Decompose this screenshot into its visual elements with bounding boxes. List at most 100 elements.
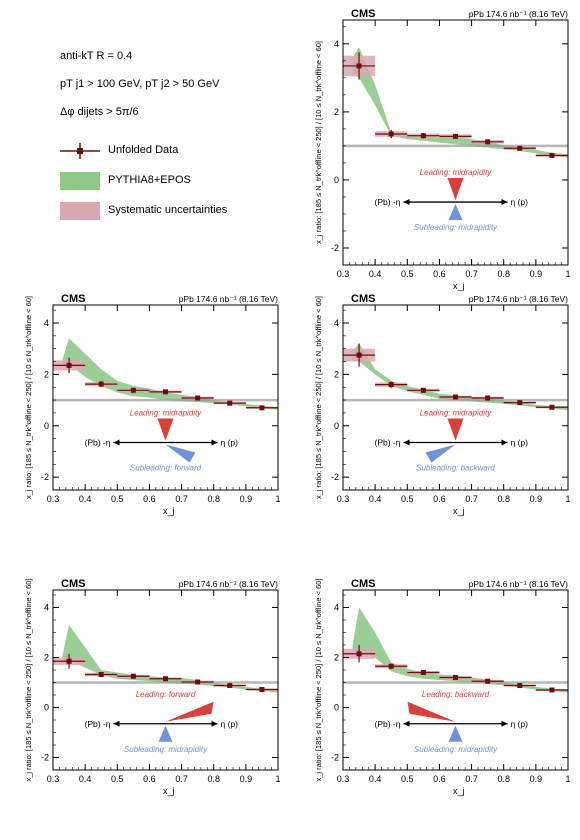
leading-jet-marker — [157, 418, 174, 441]
plot-frame — [342, 19, 569, 266]
data-point — [517, 400, 523, 406]
leading-label: Leading: midrapidity — [420, 408, 493, 417]
legend-pt-cuts: pT j1 > 100 GeV, pT j2 > 50 GeV — [60, 78, 220, 90]
x-axis-label: x_j — [453, 786, 465, 796]
data-point — [388, 663, 394, 669]
data-point — [259, 687, 265, 692]
y-tick-label: 2 — [334, 107, 339, 117]
data-point — [517, 145, 523, 151]
subleading-label: Subleading: midrapidity — [124, 745, 208, 754]
x-tick-label: 0.7 — [175, 494, 188, 504]
energy-label: pPb 174.6 nb⁻¹ (8.16 TeV) — [469, 9, 568, 19]
x-tick-label: 0.5 — [401, 269, 414, 279]
data-point — [549, 404, 555, 410]
panel-5: (Pb) -η η (p) Leading: backward Subleading:… — [314, 578, 571, 796]
experiment-label: CMS — [61, 578, 85, 590]
y-axis-label: x_j ratio: [185 ≤ N_trk^offline < 250] /… — [314, 296, 323, 499]
subleading-label: Subleading: midrapidity — [414, 745, 498, 754]
x-tick-label: 0.3 — [47, 494, 60, 504]
eta-left-label: (Pb) -η — [85, 437, 111, 447]
y-tick-label: 0 — [44, 421, 49, 431]
data-point — [420, 133, 426, 139]
x-tick-label: 0.3 — [337, 494, 350, 504]
eta-left-label: (Pb) -η — [375, 197, 401, 207]
arrow-left-head — [113, 439, 120, 446]
data-point — [66, 658, 72, 664]
leading-label: Leading: midrapidity — [130, 408, 203, 417]
x-tick-label: 0.4 — [79, 494, 92, 504]
eta-left-label: (Pb) -η — [85, 719, 111, 729]
x-tick-label: 0.3 — [47, 774, 60, 784]
data-point — [163, 676, 168, 682]
arrow-right-head — [501, 720, 508, 727]
y-tick-label: 4 — [334, 39, 339, 49]
y-tick-label: -2 — [331, 753, 339, 763]
plot-area — [53, 625, 278, 693]
x-tick-label: 0.9 — [530, 774, 543, 784]
x-axis-label: x_j — [163, 786, 175, 796]
x-tick-label: 0.6 — [433, 774, 446, 784]
x-tick-label: 0.4 — [369, 494, 382, 504]
data-point — [98, 672, 104, 677]
y-tick-label: 0 — [334, 175, 339, 185]
syst-box-icon — [60, 202, 100, 220]
legend-label-syst: Systematic uncertainties — [108, 204, 228, 216]
data-point — [130, 673, 136, 679]
data-point — [485, 139, 491, 145]
x-tick-label: 0.7 — [465, 494, 478, 504]
x-tick-label: 1 — [275, 774, 280, 784]
x-tick-label: 0.5 — [401, 494, 414, 504]
x-tick-label: 1 — [565, 269, 570, 279]
y-tick-label: 4 — [334, 603, 339, 613]
data-point — [227, 683, 233, 688]
data-marker-icon — [60, 143, 100, 159]
x-axis-label: x_j — [163, 506, 175, 516]
data-point — [356, 352, 362, 358]
y-axis-label: x_j ratio: [185 ≤ N_trk^offline < 250] /… — [314, 41, 323, 244]
y-tick-label: -2 — [331, 243, 339, 253]
model-band-icon — [60, 172, 100, 190]
x-tick-label: 0.4 — [369, 269, 382, 279]
data-point — [195, 679, 201, 685]
leading-jet-marker — [407, 701, 456, 722]
legend-entry-data: Unfolded Data — [60, 140, 300, 162]
subleading-label: Subleading: backward — [416, 463, 495, 472]
x-tick-label: 0.6 — [433, 269, 446, 279]
experiment-label: CMS — [351, 293, 375, 305]
arrow-left-head — [113, 720, 120, 727]
eta-left-label: (Pb) -η — [375, 719, 401, 729]
x-tick-label: 1 — [565, 494, 570, 504]
subleading-jet-marker — [448, 725, 463, 742]
y-tick-label: -2 — [41, 753, 49, 763]
y-axis-label: x_j ratio: [185 ≤ N_trk^offline < 250] /… — [314, 578, 323, 781]
x-axis-label: x_j — [453, 281, 465, 291]
experiment-label: CMS — [61, 293, 85, 305]
data-point — [388, 131, 394, 137]
panel-3: (Pb) -η η (p) Leading: midrapidity Subleadi… — [314, 293, 571, 516]
x-tick-label: 0.4 — [369, 774, 382, 784]
arrow-right-head — [211, 720, 218, 727]
x-tick-label: 0.9 — [530, 494, 543, 504]
panel-4: (Pb) -η η (p) Leading: forward Subleading: … — [24, 578, 281, 796]
y-tick-label: 4 — [334, 318, 339, 328]
energy-label: pPb 174.6 nb⁻¹ (8.16 TeV) — [179, 294, 278, 304]
data-point — [98, 381, 104, 387]
plot-area — [343, 607, 568, 693]
subleading-jet-marker — [158, 725, 173, 742]
arrow-right-head — [501, 439, 508, 446]
y-axis-label: x_j ratio: [185 ≤ N_trk^offline < 250] /… — [24, 578, 33, 781]
x-tick-label: 0.6 — [143, 494, 156, 504]
x-tick-label: 0.5 — [111, 774, 124, 784]
arrow-right-head — [211, 439, 218, 446]
energy-label: pPb 174.6 nb⁻¹ (8.16 TeV) — [469, 579, 568, 589]
legend-label-model: PYTHIA8+EPOS — [108, 174, 191, 186]
x-tick-label: 0.7 — [175, 774, 188, 784]
data-point — [485, 395, 491, 401]
panel-1: (Pb) -η η (p) Leading: midrapidity Subleadi… — [314, 8, 571, 291]
x-tick-label: 0.9 — [240, 774, 253, 784]
legend-jet-def: anti-kT R = 0.4 — [60, 50, 133, 62]
plot-frame — [52, 304, 279, 491]
subleading-jet-marker — [448, 204, 463, 221]
y-tick-label: -2 — [41, 472, 49, 482]
